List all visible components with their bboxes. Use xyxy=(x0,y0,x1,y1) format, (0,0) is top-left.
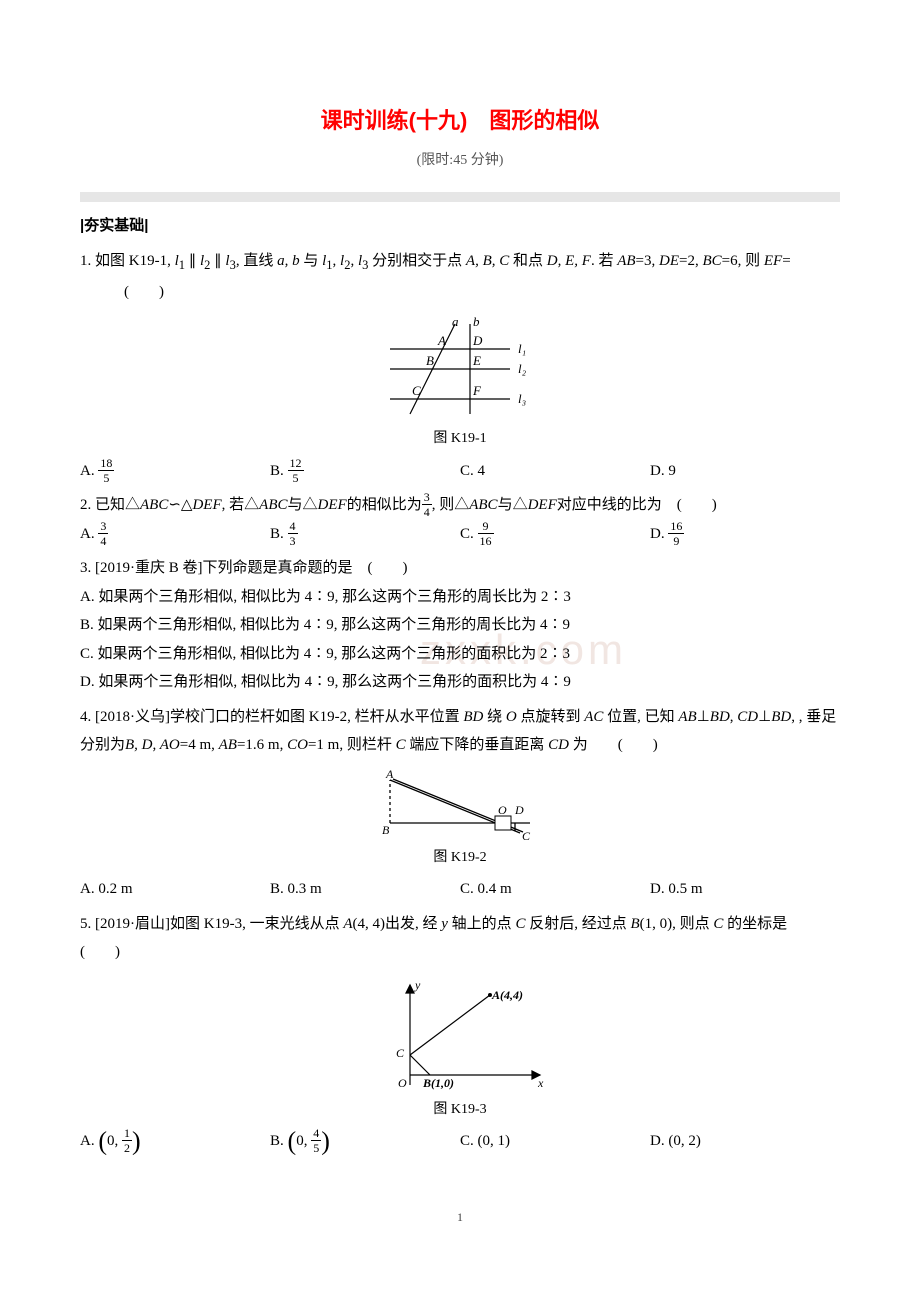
svg-text:D: D xyxy=(472,333,483,348)
q2-option-c: C. 916 xyxy=(460,520,650,549)
q5-options: A. (0, 12) B. (0, 45) C. (0, 1) D. (0, 2… xyxy=(80,1127,840,1156)
svg-text:C: C xyxy=(522,829,531,843)
q3-option-c: C. 如果两个三角形相似, 相似比为 4∶9, 那么这两个三角形的面积比为 2∶… xyxy=(80,640,840,669)
q1-option-b: B. 125 xyxy=(270,457,460,486)
page-title: 课时训练(十九) 图形的相似 xyxy=(80,100,840,142)
q2-option-a: A. 34 xyxy=(80,520,270,549)
q4-option-b: B. 0.3 m xyxy=(270,875,460,904)
question-1: 1. 如图 K19-1, l1 ∥ l2 ∥ l3, 直线 a, b 与 l1,… xyxy=(80,247,840,306)
q1-text: 1. 如图 K19-1, l1 ∥ l2 ∥ l3, 直线 a, b 与 l1,… xyxy=(80,253,791,269)
q1-option-c: C. 4 xyxy=(460,457,650,486)
q3-option-b: B. 如果两个三角形相似, 相似比为 4∶9, 那么这两个三角形的周长比为 4∶… xyxy=(80,611,840,640)
svg-text:D: D xyxy=(514,803,524,817)
svg-text:B: B xyxy=(382,823,390,837)
question-5: 5. [2019·眉山]如图 K19-3, 一束光线从点 A(4, 4)出发, … xyxy=(80,910,840,967)
svg-text:O: O xyxy=(498,803,507,817)
svg-text:B: B xyxy=(426,353,434,368)
svg-text:C: C xyxy=(412,383,421,398)
time-limit: (限时:45 分钟) xyxy=(80,148,840,175)
q4-options: A. 0.2 m B. 0.3 m C. 0.4 m D. 0.5 m xyxy=(80,875,840,904)
svg-text:A: A xyxy=(437,333,446,348)
q3-option-a: A. 如果两个三角形相似, 相似比为 4∶9, 那么这两个三角形的周长比为 2∶… xyxy=(80,583,840,612)
q4-option-d: D. 0.5 m xyxy=(650,875,840,904)
q2-option-b: B. 43 xyxy=(270,520,460,549)
q1-option-a: A. 185 xyxy=(80,457,270,486)
figure-k19-1: a b A D B E C F l₁ l₂ l₃ xyxy=(80,314,840,424)
svg-text:l₃: l₃ xyxy=(518,391,526,406)
svg-text:F: F xyxy=(472,383,482,398)
svg-text:l₁: l₁ xyxy=(518,341,526,356)
q4-option-a: A. 0.2 m xyxy=(80,875,270,904)
q3-option-d: D. 如果两个三角形相似, 相似比为 4∶9, 那么这两个三角形的面积比为 4∶… xyxy=(80,668,840,697)
divider-bar xyxy=(80,192,840,202)
q1-blank: ( ) xyxy=(80,278,840,307)
question-3: 3. [2019·重庆 B 卷]下列命题是真命题的是 ( ) xyxy=(80,554,840,583)
figure-k19-3: y x O C A(4,4) B(1,0) xyxy=(80,975,840,1095)
section-heading: |夯实基础| xyxy=(80,212,840,241)
figure-k19-2-caption: 图 K19-2 xyxy=(80,845,840,872)
page-number: 1 xyxy=(80,1206,840,1229)
svg-text:B(1,0): B(1,0) xyxy=(422,1076,454,1090)
figure-k19-2: A B O D C xyxy=(80,768,840,843)
q5-option-d: D. (0, 2) xyxy=(650,1127,840,1156)
figure-k19-3-caption: 图 K19-3 xyxy=(80,1097,840,1124)
svg-text:A(4,4): A(4,4) xyxy=(491,988,523,1002)
q5-option-a: A. (0, 12) xyxy=(80,1127,270,1156)
question-4: 4. [2018·义乌]学校门口的栏杆如图 K19-2, 栏杆从水平位置 BD … xyxy=(80,703,840,760)
q4-option-c: C. 0.4 m xyxy=(460,875,650,904)
svg-text:l₂: l₂ xyxy=(518,361,527,376)
svg-text:b: b xyxy=(473,314,480,329)
svg-text:A: A xyxy=(385,768,394,781)
svg-text:E: E xyxy=(472,353,481,368)
svg-text:y: y xyxy=(414,978,421,992)
svg-text:C: C xyxy=(396,1046,405,1060)
question-2: 2. 已知△ABC∽△DEF, 若△ABC与△DEF的相似比为34, 则△ABC… xyxy=(80,491,840,520)
q1-option-d: D. 9 xyxy=(650,457,840,486)
svg-text:a: a xyxy=(452,314,459,329)
q2-option-d: D. 169 xyxy=(650,520,840,549)
q1-options: A. 185 B. 125 C. 4 D. 9 xyxy=(80,457,840,486)
svg-text:O: O xyxy=(398,1076,407,1090)
q2-options: A. 34 B. 43 C. 916 D. 169 xyxy=(80,520,840,549)
figure-k19-1-caption: 图 K19-1 xyxy=(80,426,840,453)
q5-option-c: C. (0, 1) xyxy=(460,1127,650,1156)
svg-text:x: x xyxy=(537,1076,544,1090)
q5-option-b: B. (0, 45) xyxy=(270,1127,460,1156)
